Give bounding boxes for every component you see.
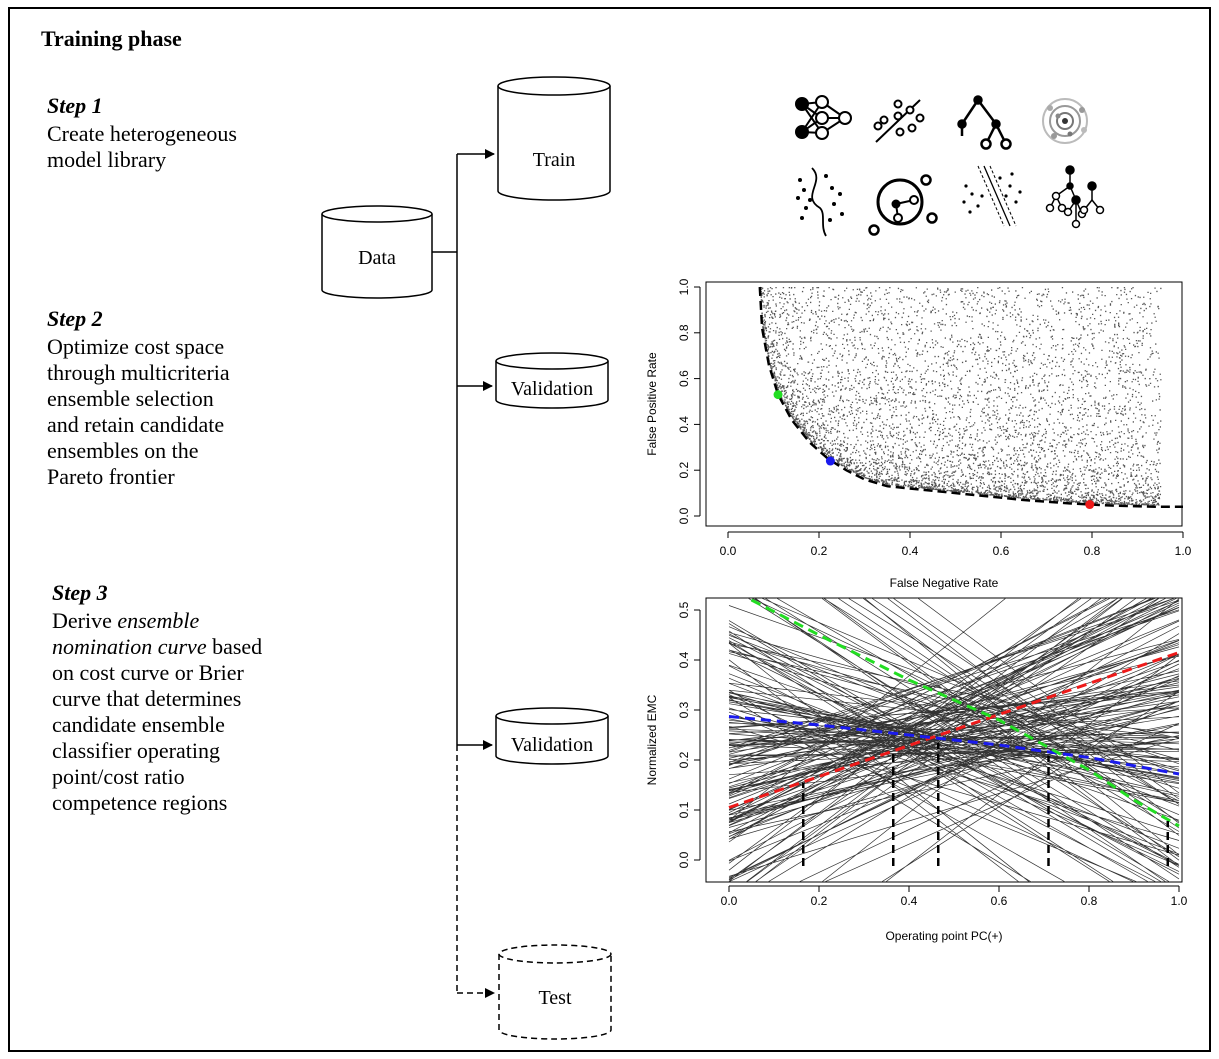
y-tick-label-1: 0.0 xyxy=(677,507,691,524)
highlighted-cost-curves xyxy=(728,598,1180,828)
step2-description: Optimize cost space through multicriteri… xyxy=(47,334,230,489)
data-label: Data xyxy=(358,247,396,269)
x-tick-label-2: 0.6 xyxy=(991,894,1008,908)
y-tick-label-2: 0.0 xyxy=(677,851,691,868)
y-axis-label-1: False Positive Rate xyxy=(645,352,659,456)
validation-set-cylinder-1: Validation xyxy=(495,352,609,409)
boundary-icon xyxy=(796,167,844,237)
decision-tree-icon xyxy=(957,95,1012,150)
validation-label-1: Validation xyxy=(511,378,593,400)
flow-connectors xyxy=(432,149,495,998)
x-axis-label-2: Operating point PC(+) xyxy=(885,929,1002,943)
x-axis-2: 0.0 0.2 0.4 0.6 0.8 1.0 xyxy=(721,885,1188,908)
y-tick-label-2: 0.4 xyxy=(677,651,691,668)
y-tick-label-1: 1.0 xyxy=(677,278,691,295)
y-tick-label-1: 0.6 xyxy=(677,370,691,387)
blue-cost-curve xyxy=(728,715,1180,776)
cost-curve-chart: 0.0 0.2 0.4 0.6 0.8 1.0 0.0 0.1 0.2 0.3 0.4 0.5 Op… xyxy=(645,597,1188,943)
y-axis-label-2: Normalized EMC xyxy=(645,694,659,785)
clustering-icon xyxy=(1042,98,1088,144)
y-axis-2: 0.0 0.1 0.2 0.3 0.4 0.5 xyxy=(677,601,701,868)
validation-label-2: Validation xyxy=(511,734,593,756)
blue-ensemble-point xyxy=(825,456,835,466)
page-title: Training phase xyxy=(41,26,182,51)
pareto-scatter-chart: 0.0 0.2 0.4 0.6 0.8 1.0 0.0 0.2 0.4 0.6 0.8 1.0 Fa… xyxy=(645,278,1192,590)
train-label: Train xyxy=(533,149,576,171)
x-tick-label-1: 0.6 xyxy=(993,544,1010,558)
green-ensemble-point xyxy=(773,390,783,400)
x-tick-label-2: 0.4 xyxy=(901,894,918,908)
step3-text-emphasis: ensemble nomination curve xyxy=(52,608,207,659)
step2-heading: Step 2 xyxy=(47,306,103,331)
plot-area-1 xyxy=(705,281,1183,527)
test-label: Test xyxy=(538,987,571,1009)
green-cost-curve xyxy=(750,598,1180,828)
y-tick-label-2: 0.2 xyxy=(677,751,691,768)
y-tick-label-2: 0.1 xyxy=(677,801,691,818)
pareto-frontier-line xyxy=(758,286,1183,509)
svm-icon xyxy=(962,165,1022,227)
red-ensemble-point xyxy=(1085,500,1095,510)
random-forest-icon xyxy=(1045,165,1105,229)
step3-description: Derive ensemble nomination curve based o… xyxy=(52,608,322,816)
x-tick-label-2: 0.8 xyxy=(1081,894,1098,908)
x-tick-label-1: 0.4 xyxy=(902,544,919,558)
x-tick-label-1: 0.2 xyxy=(811,544,828,558)
y-tick-label-1: 0.4 xyxy=(677,416,691,433)
x-tick-label-2: 1.0 xyxy=(1171,894,1188,908)
y-axis-1: 0.0 0.2 0.4 0.6 0.8 1.0 xyxy=(677,278,701,524)
x-tick-label-1: 1.0 xyxy=(1175,544,1192,558)
step1-description: Create heterogeneous model library xyxy=(47,121,237,172)
naive-bayes-icon xyxy=(873,99,925,143)
step3-text-b: based on cost curve or Brier curve that … xyxy=(52,634,263,815)
x-tick-label-1: 0.0 xyxy=(720,544,737,558)
x-tick-label-1: 0.8 xyxy=(1084,544,1101,558)
neural-network-icon xyxy=(795,95,852,140)
step1-heading: Step 1 xyxy=(47,93,103,118)
knn-icon xyxy=(868,174,938,236)
highlighted-points xyxy=(773,390,1095,510)
data-store-cylinder: Data xyxy=(321,205,433,299)
y-tick-label-1: 0.2 xyxy=(677,462,691,479)
x-axis-label-1: False Negative Rate xyxy=(890,576,999,590)
train-set-cylinder: Train xyxy=(497,76,611,201)
y-tick-label-2: 0.5 xyxy=(677,601,691,618)
step3-heading: Step 3 xyxy=(52,580,108,605)
validation-set-cylinder-2: Validation xyxy=(495,707,609,765)
y-tick-label-2: 0.3 xyxy=(677,701,691,718)
x-tick-label-2: 0.2 xyxy=(811,894,828,908)
competence-boundaries xyxy=(802,742,1169,866)
x-tick-label-2: 0.0 xyxy=(721,894,738,908)
step3-text-a: Derive xyxy=(52,608,118,633)
test-set-cylinder: Test xyxy=(498,944,612,1040)
y-tick-label-1: 0.8 xyxy=(677,324,691,341)
x-axis-1: 0.0 0.2 0.4 0.6 0.8 1.0 xyxy=(720,531,1192,558)
